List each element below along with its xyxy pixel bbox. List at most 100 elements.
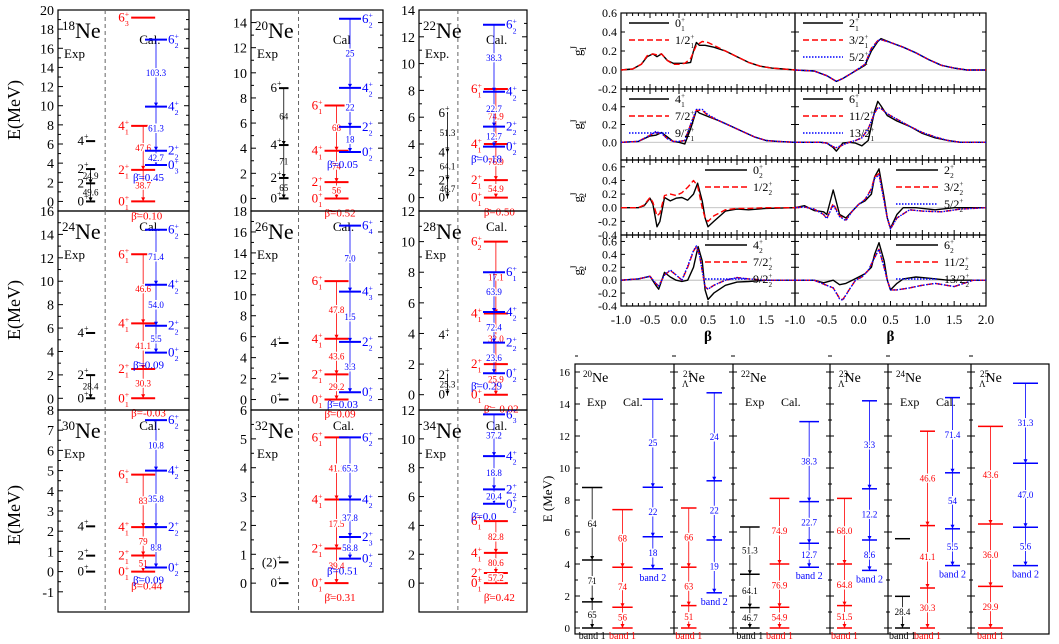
band1-spin-label: 6+ 1	[118, 466, 130, 485]
cal-label: Cal.	[936, 395, 956, 409]
y-tick-label: 0.6	[602, 160, 617, 174]
y-axis-label: gJ1	[569, 119, 588, 130]
band2-be2-value: 5.6	[1020, 541, 1032, 551]
arrowhead	[925, 584, 930, 588]
legend-label: 9/2+ 2	[753, 272, 772, 289]
band1-deformation: β̄=0.52	[325, 207, 356, 219]
y-tick-label: 4	[408, 138, 415, 153]
y-tick-label: 0.0	[602, 63, 617, 77]
exp-spin-label: 4	[271, 137, 278, 152]
subplot: 0+ 21/2+ 2	[621, 163, 796, 228]
arrowhead	[154, 102, 158, 107]
arrowhead	[925, 521, 930, 526]
series-line-9/2+2	[620, 245, 795, 290]
y-tick-label: 18	[233, 205, 247, 220]
band2-spin-label: 4+ 2	[362, 491, 374, 510]
band1-deformation: β̄=0.42	[484, 592, 515, 604]
exp-spin-label: (2)	[262, 554, 277, 569]
arrowhead	[281, 141, 286, 146]
g-function-chart: -0.20.00.20.40.6gJ10.00.20.4gJ1-0.4-0.20…	[569, 6, 994, 345]
band1-be2-value: 41.1	[135, 341, 151, 351]
arrowhead	[950, 561, 955, 566]
y-tick-label: 2	[240, 167, 247, 182]
arrowhead	[141, 365, 146, 370]
y-tick-label: 10	[401, 433, 415, 448]
exp-be2-value: 65	[588, 610, 598, 620]
band1-be2-value: 41.1	[329, 463, 345, 473]
y-tick-label: 8	[47, 299, 54, 314]
hyper-panel-24Ne: 24Ne Exp Cal. 28.4 band 1 30.3 41.1 46.6 band 1 5…	[884, 355, 966, 642]
band2-deformation: β̄=0.51	[327, 566, 358, 578]
exp-spin-label: 0	[439, 190, 446, 205]
band1-be2-value: 36.0	[983, 550, 999, 560]
x-tick-label: 0.0	[671, 312, 687, 327]
x-tick-label: 1.5	[946, 312, 962, 327]
arrowhead	[712, 588, 717, 593]
band2-spin-label: 4+ 2	[506, 84, 518, 103]
y-tick-label: 16	[40, 205, 54, 220]
arrowhead	[925, 624, 930, 628]
y-tick-label: 0	[408, 389, 415, 404]
y-tick-label: 0.6	[602, 6, 617, 20]
y-tick-label: 2	[47, 369, 54, 384]
exp-parity: +	[445, 366, 450, 375]
y-tick-label: 0	[408, 192, 415, 207]
band2-be2-value: 22.7	[486, 104, 502, 114]
legend-label: 7/2+ 1	[675, 109, 694, 126]
exp-spin-label: 2	[78, 161, 85, 176]
arrowhead	[1023, 459, 1028, 464]
y-tick-label: 0	[240, 192, 247, 207]
band-label: band 1	[609, 631, 636, 642]
y-tick-label: 0.2	[602, 260, 617, 274]
band2-spin-label: 6+ 2	[168, 31, 180, 50]
band2-deformation: β̄=0.09	[133, 360, 165, 372]
exp-parity: +	[277, 369, 282, 378]
arrowhead	[154, 146, 158, 151]
y-tick-label: 14	[233, 17, 247, 32]
arrowhead	[154, 348, 158, 353]
arrowhead	[348, 337, 352, 342]
y-tick-label: 0.2	[602, 44, 617, 58]
series-line-1/2+1	[620, 40, 796, 71]
arrowhead	[348, 147, 352, 152]
arrowhead	[348, 388, 352, 393]
band2-be2-value: 71.4	[148, 252, 164, 262]
cal-label: Cal.	[486, 219, 507, 234]
exp-parity: +	[84, 324, 89, 333]
arrowhead	[842, 624, 847, 628]
band2-spin-label: 4+ 2	[168, 462, 180, 481]
band1-spin-label: 0+ 1	[471, 189, 483, 208]
band1-spin-label: 0+ 1	[471, 386, 483, 405]
arrowhead	[900, 624, 905, 628]
band-label: band 1	[579, 631, 606, 642]
arrowhead	[650, 532, 655, 537]
exp-be2-value: 71	[279, 157, 288, 167]
subplot-frame	[620, 12, 796, 90]
band2-spin-label: 6+ 2	[362, 429, 374, 448]
y-axis-label: gJ1	[569, 46, 588, 57]
y-tick-label: 0.4	[602, 100, 617, 114]
subplot-frame	[620, 159, 796, 236]
band2-spin-label: 4+ 2	[168, 98, 180, 117]
arrowhead	[807, 563, 812, 568]
y-tick-label: 1	[240, 548, 247, 563]
band1-be2-value: 54.9	[488, 184, 504, 194]
y-tick-label: 0.6	[602, 234, 617, 248]
exp-parity: +	[445, 326, 450, 335]
exp-be2-value: 51.3	[440, 128, 456, 138]
x-tick-label: 1.0	[729, 312, 745, 327]
band1-spin-label: 6+ 1	[118, 246, 130, 265]
exp-parity: +	[277, 574, 282, 583]
band1-be2-value: 56	[332, 185, 342, 195]
band2-be2-value: 1.5	[344, 312, 356, 322]
band2-be2-value: 18	[346, 134, 356, 144]
band1-be2-value: 51	[684, 612, 693, 622]
arrowhead	[1023, 523, 1028, 528]
hyper-panel-21ΛNe: 21 ΛNe 51 63 66 band 1 19 22 24 band 2	[670, 355, 728, 642]
y-tick-label: 4	[240, 352, 247, 367]
band2-deformation: β̄=0.45	[133, 172, 165, 184]
band1-be2-value: 43.6	[983, 470, 999, 480]
band2-be2-value: 54.0	[148, 300, 164, 310]
band2-be2-value: 35.8	[148, 494, 164, 504]
nucleus-label: 24Ne	[896, 369, 921, 386]
